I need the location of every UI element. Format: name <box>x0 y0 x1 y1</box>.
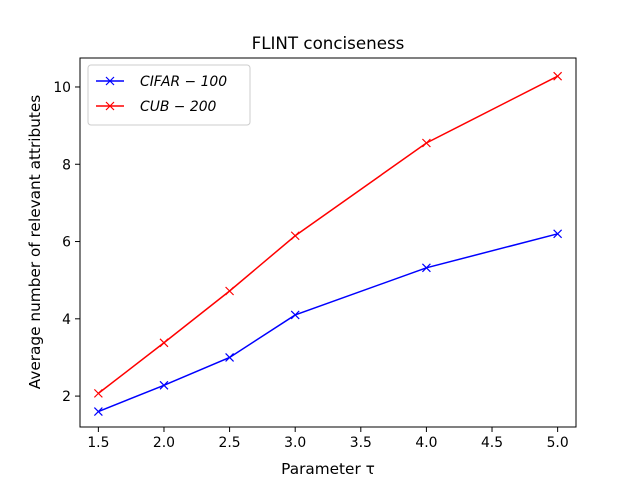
x-axis-label: Parameter τ <box>281 460 375 478</box>
legend-marker-0 <box>105 76 115 86</box>
data-point-marker <box>93 388 103 398</box>
data-point-marker <box>159 380 169 390</box>
x-tick-label: 4.0 <box>415 435 437 451</box>
data-point-marker <box>225 286 235 296</box>
data-point-marker <box>93 407 103 416</box>
data-point-marker <box>421 263 431 273</box>
data-point-marker <box>553 71 563 81</box>
legend: CIFAR − 100 CUB − 200 <box>87 64 251 126</box>
x-tick-label: 1.5 <box>87 435 109 451</box>
x-tick-label: 2.0 <box>153 435 175 451</box>
data-point-marker <box>225 353 235 362</box>
series-layer <box>93 71 563 416</box>
x-tick-label: 5.0 <box>547 435 569 451</box>
x-tick-label: 3.5 <box>350 435 372 451</box>
legend-label-0: CIFAR − 100 <box>140 74 227 90</box>
legend-label-1: CUB − 200 <box>140 99 217 115</box>
y-tick-label: 10 <box>53 80 71 96</box>
y-tick-label: 8 <box>62 157 71 173</box>
x-tick-label: 4.5 <box>481 435 503 451</box>
legend-marker-1 <box>105 101 115 111</box>
y-tick-label: 4 <box>62 312 71 328</box>
data-point-marker <box>290 310 300 320</box>
data-point-marker <box>290 231 300 241</box>
series-line-0 <box>98 233 558 413</box>
series-line-1 <box>97 75 558 394</box>
x-tick-label: 3.0 <box>284 435 306 451</box>
data-point-marker <box>421 138 431 148</box>
data-point-marker <box>159 338 169 348</box>
data-point-marker <box>553 229 563 239</box>
y-axis-label: Average number of relevant attributes <box>26 95 44 390</box>
chart-title: FLINT conciseness <box>252 33 405 53</box>
x-tick-label: 2.5 <box>219 435 241 451</box>
y-tick-label: 6 <box>62 235 71 251</box>
legend-box <box>87 64 251 126</box>
ticks-layer: 1.5 2.0 2.5 3.0 3.5 4.0 4.5 5.0 2 4 6 8 10 <box>53 80 568 451</box>
plot-frame <box>79 57 577 428</box>
y-tick-label: 2 <box>62 389 71 405</box>
